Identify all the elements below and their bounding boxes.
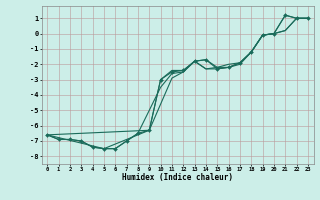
X-axis label: Humidex (Indice chaleur): Humidex (Indice chaleur) [122, 173, 233, 182]
